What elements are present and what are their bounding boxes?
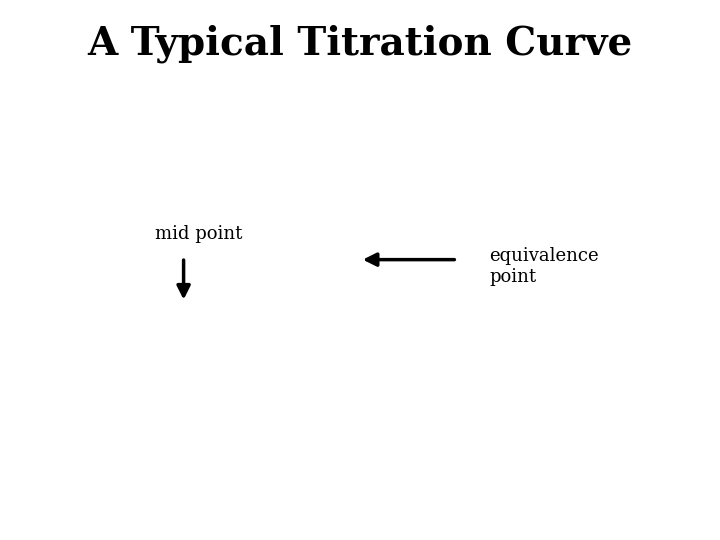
Text: mid point: mid point [155,225,242,243]
Text: A Typical Titration Curve: A Typical Titration Curve [87,24,633,63]
Text: equivalence
point: equivalence point [490,247,599,286]
